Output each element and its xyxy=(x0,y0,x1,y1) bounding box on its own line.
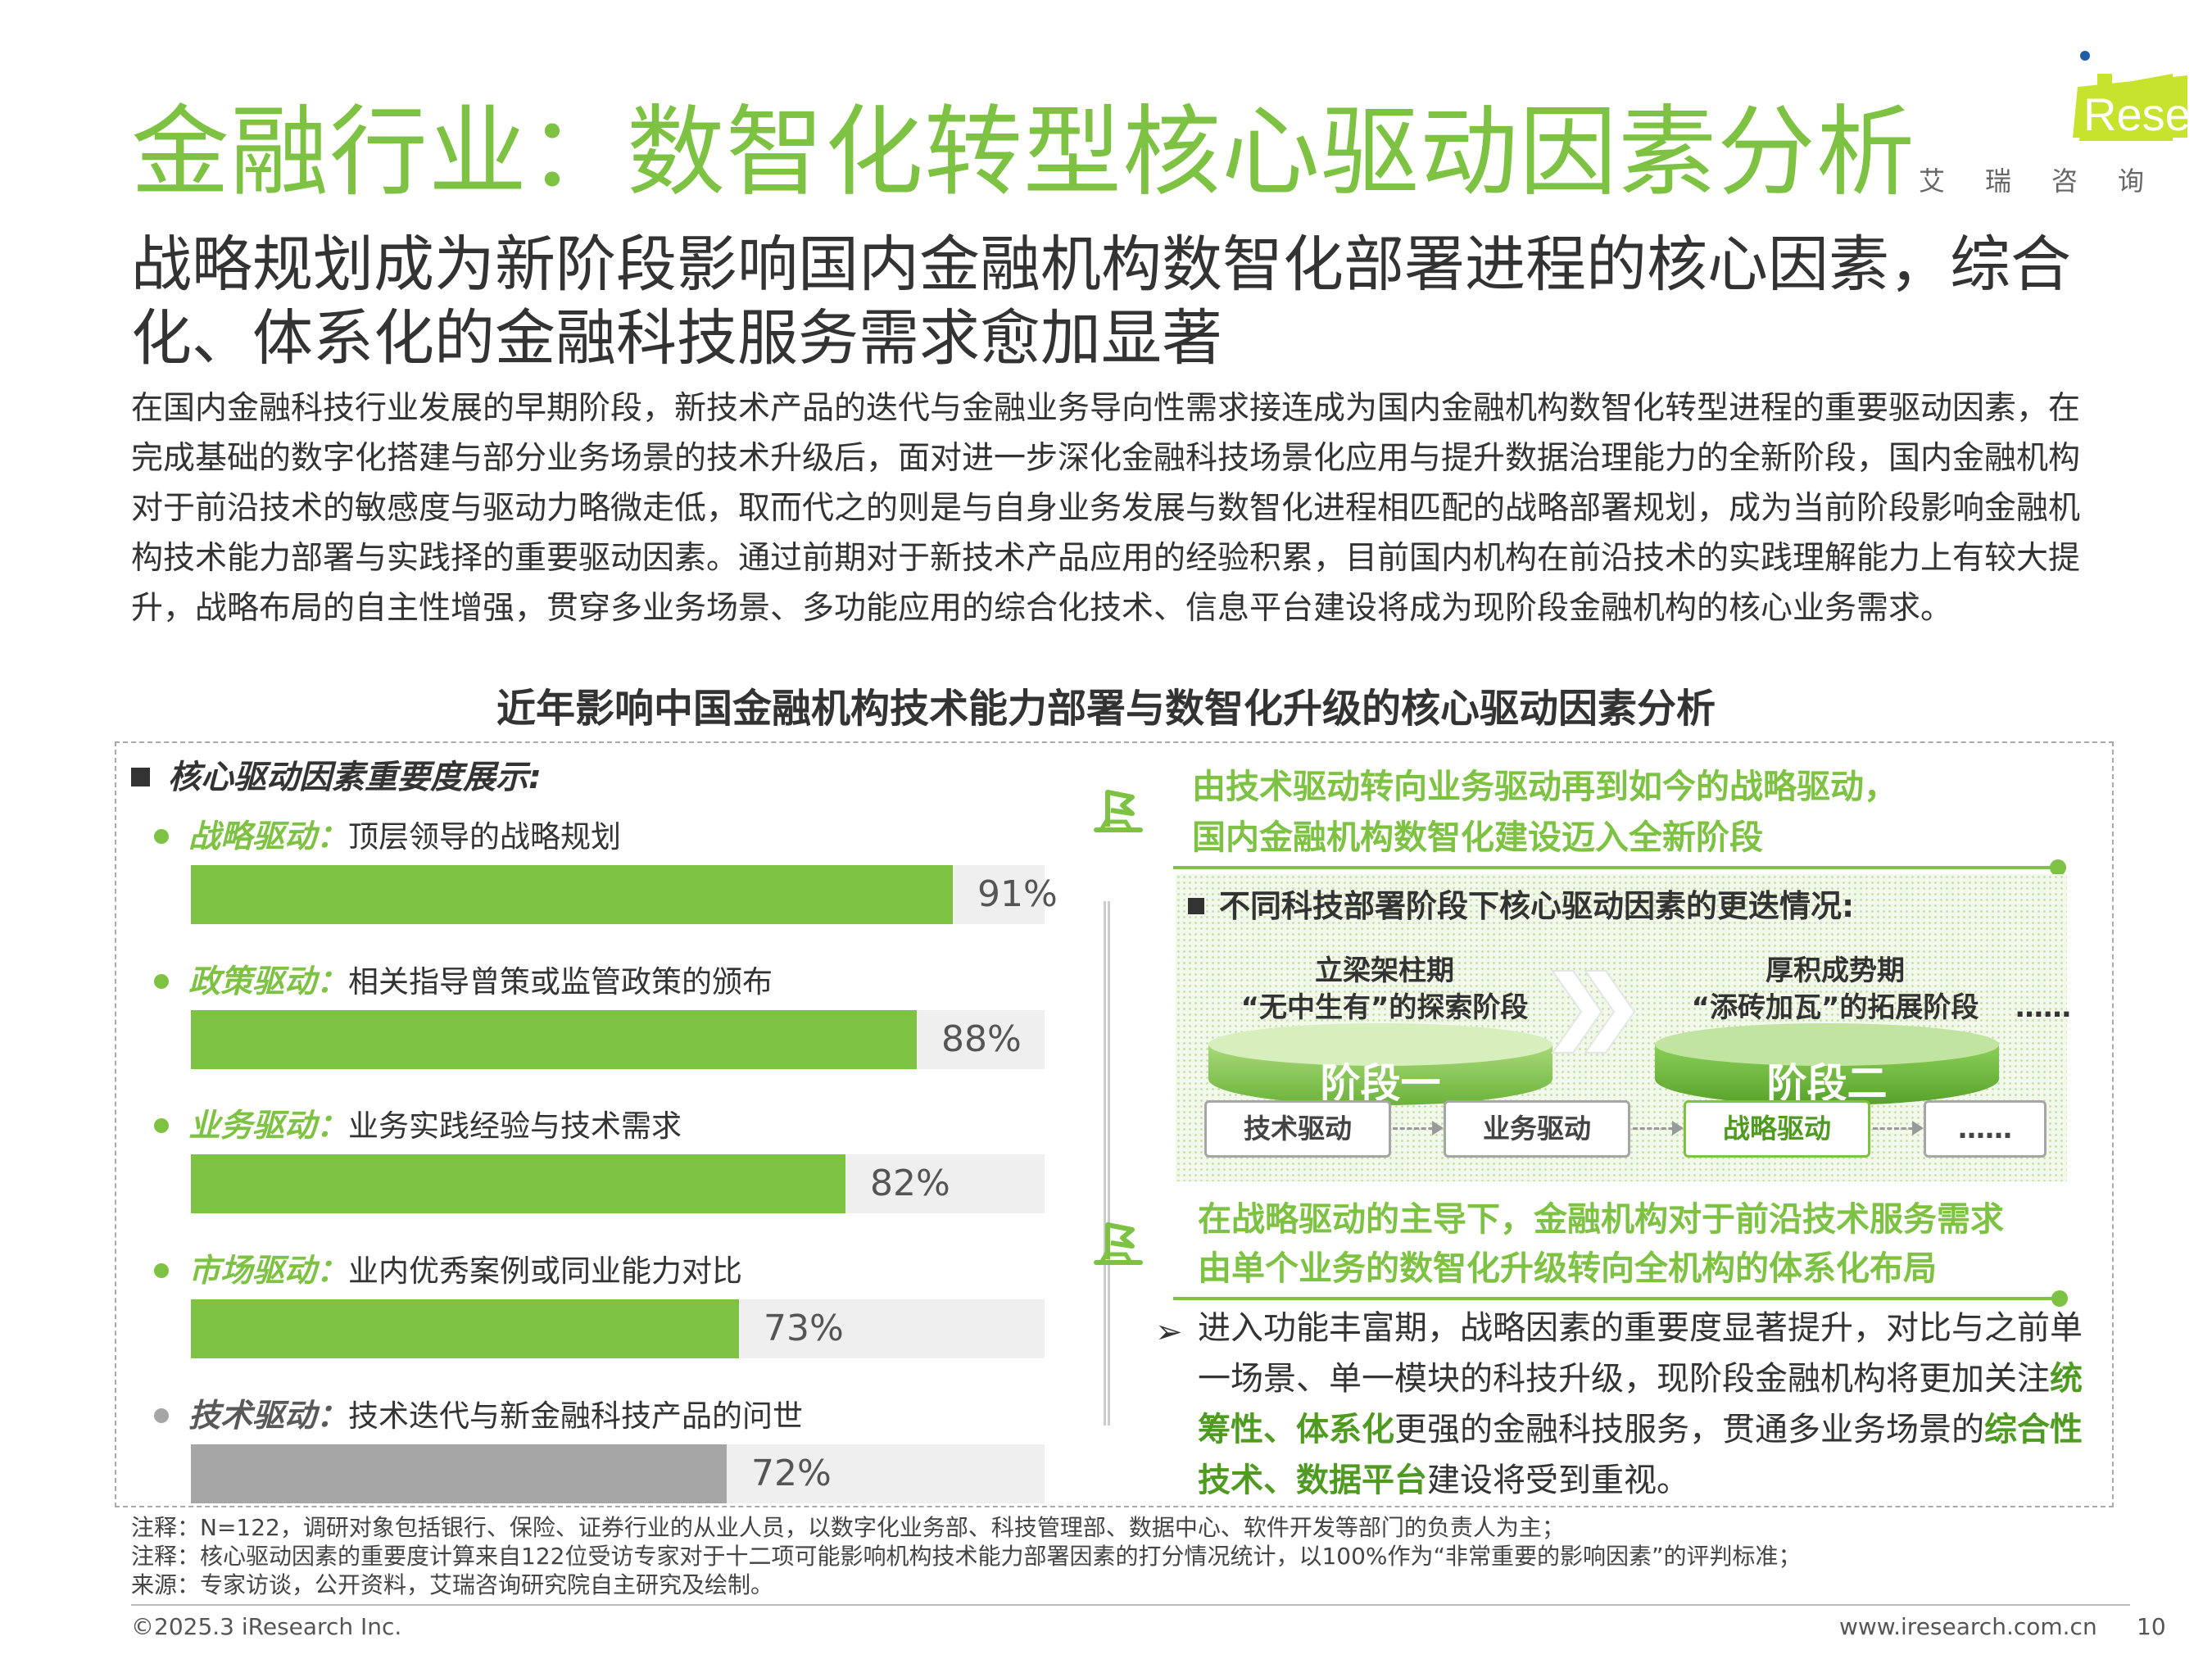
chip-tech-driven: 技术驱动 xyxy=(1204,1100,1391,1158)
footer-divider xyxy=(131,1604,2130,1606)
stage-heading-text: 不同科技部署阶段下核心驱动因素的更迭情况: xyxy=(1219,888,1855,924)
chip-strategy-driven: 战略驱动 xyxy=(1684,1100,1870,1158)
bar-category-description: 技术迭代与新金融科技产品的问世 xyxy=(348,1398,804,1434)
bar-category-label: 业务驱动：业务实践经验与技术需求 xyxy=(154,1105,682,1148)
stage-2-caption-2: “添砖加瓦”的拓展阶段 xyxy=(1691,991,1979,1024)
bar-fill xyxy=(191,1154,845,1213)
bar-fill xyxy=(191,865,953,924)
chart-panel xyxy=(115,741,2114,1507)
column-divider xyxy=(1104,901,1110,1426)
bar-value-label: 82% xyxy=(870,1163,950,1204)
stage-1-caption-2: “无中生有”的探索阶段 xyxy=(1240,991,1529,1024)
bar-fill xyxy=(191,1010,917,1069)
stage-2-caption-1: 厚积成势期 xyxy=(1766,954,1905,987)
flow-arrow xyxy=(1633,1121,1684,1135)
bar-track: 91% xyxy=(191,865,1058,924)
stage-1-caption-1: 立梁架柱期 xyxy=(1315,954,1454,987)
bar-value-label: 73% xyxy=(764,1308,844,1349)
footer-copyright: ©2025.3 iResearch Inc. xyxy=(131,1613,402,1640)
chip-ellipsis: …… xyxy=(1924,1100,2047,1158)
bar-category-description: 业内优秀案例或同业能力对比 xyxy=(348,1253,743,1289)
headline-2-line-2: 由单个业务的数智化升级转向全机构的体系化布局 xyxy=(1198,1249,1937,1288)
bar-track: 72% xyxy=(191,1444,1045,1503)
stage-2-name: 阶段二 xyxy=(1766,1060,1888,1107)
bar-category-name: 战略驱动： xyxy=(188,818,349,855)
bar-category-description: 顶层领导的战略规划 xyxy=(348,819,622,854)
bar-fill xyxy=(191,1299,739,1358)
stage-1-name: 阶段一 xyxy=(1320,1060,1441,1107)
bar-category-label: 战略驱动：顶层领导的战略规划 xyxy=(154,816,621,859)
chip-business-driven: 业务驱动 xyxy=(1444,1100,1630,1158)
bullet-dot-icon xyxy=(154,1118,169,1133)
logo-wordmark: Research xyxy=(2083,88,2212,140)
bar-chart-heading-text: 核心驱动因素重要度展示: xyxy=(168,759,542,796)
bullet-text-part: 建设将受到重视。 xyxy=(1427,1462,1689,1499)
bullet-text-part: 更强的金融科技服务，贯通多业务场景的 xyxy=(1394,1411,1984,1448)
source-note: 来源：专家访谈，公开资料，艾瑞咨询研究院自主研究及绘制。 xyxy=(131,1571,774,1598)
bar-category-label: 市场驱动：业内优秀案例或同业能力对比 xyxy=(154,1250,742,1293)
bar-category-name: 技术驱动： xyxy=(188,1398,349,1435)
bar-category-description: 相关指导曾策或监管政策的颁布 xyxy=(348,964,773,999)
bar-value-label: 72% xyxy=(751,1453,832,1494)
bullet-text-emphasis: 统筹性、体系化 xyxy=(1198,1360,2083,1448)
bullet-paragraph: 进入功能丰富期，战略因素的重要度显著提升，对比与之前单一场景、单一模块的科技升级… xyxy=(1198,1303,2091,1506)
bullet-dot-icon xyxy=(154,1263,169,1278)
bullet-text-part: 进入功能丰富期，战略因素的重要度显著提升，对比与之前单一场景、单一模块的科技升级… xyxy=(1198,1309,2083,1398)
flag-icon xyxy=(1094,790,1143,832)
bullet-dot-icon xyxy=(154,974,169,989)
headline-1-underline xyxy=(1173,859,2066,876)
bar-value-label: 91% xyxy=(977,873,1058,915)
bar-category-name: 政策驱动： xyxy=(188,963,349,1000)
bullet-dot-icon xyxy=(154,1408,169,1423)
bar-track: 82% xyxy=(191,1154,1045,1213)
bar-track: 73% xyxy=(191,1299,1045,1358)
double-chevron-icon xyxy=(1551,970,1636,1054)
page-number: 10 xyxy=(2137,1613,2166,1640)
flag-icon xyxy=(1094,1222,1143,1265)
square-bullet-icon xyxy=(1188,898,1204,914)
note-2: 注释：核心驱动因素的重要度计算来自122位受访专家对于十二项可能影响机构技术能力… xyxy=(131,1543,1802,1570)
flow-arrow xyxy=(1393,1121,1444,1135)
headline-2-underline xyxy=(1173,1290,2068,1307)
intro-paragraph: 在国内金融科技行业发展的早期阶段，新技术产品的迭代与金融业务导向性需求接连成为国… xyxy=(131,390,2081,627)
logo-dot xyxy=(2080,51,2090,61)
headline-1-line-1: 由技术驱动转向业务驱动再到如今的战略驱动， xyxy=(1192,767,1897,806)
chart-title: 近年影响中国金融机构技术能力部署与数智化升级的核心驱动因素分析 xyxy=(496,686,1716,732)
footer-url: www.iresearch.com.cn xyxy=(1839,1613,2097,1640)
page-subtitle: 战略规划成为新阶段影响国内金融机构数智化部署进程的核心因素，综合化、体系化的金融… xyxy=(131,229,2071,374)
square-bullet-icon xyxy=(131,768,150,786)
flow-arrow xyxy=(1873,1121,1924,1135)
note-1: 注释：N=122，调研对象包括银行、保险、证券行业的从业人员，以数字化业务部、科… xyxy=(131,1514,1565,1541)
bar-track: 88% xyxy=(191,1010,1045,1069)
bar-category-label: 政策驱动：相关指导曾策或监管政策的颁布 xyxy=(154,961,773,1004)
bullet-text-emphasis: 综合性技术、数据平台 xyxy=(1198,1411,2083,1499)
stage-heading: 不同科技部署阶段下核心驱动因素的更迭情况: xyxy=(1188,885,1854,927)
logo-chinese: 艾瑞咨询 xyxy=(1919,165,2185,197)
bar-category-name: 业务驱动： xyxy=(188,1108,349,1145)
stage-1-disc: 阶段一 xyxy=(1200,1020,1561,1110)
page-title: 金融行业：数智化转型核心驱动因素分析 xyxy=(131,96,1915,210)
arrow-bullet-icon: ➢ xyxy=(1155,1313,1183,1351)
bar-value-label: 88% xyxy=(941,1018,1022,1060)
bar-chart-heading: 核心驱动因素重要度展示: xyxy=(131,755,542,800)
stage-ellipsis: …… xyxy=(2015,991,2071,1024)
bar-category-name: 市场驱动： xyxy=(188,1253,349,1290)
bar-fill xyxy=(191,1444,727,1503)
bar-category-description: 业务实践经验与技术需求 xyxy=(348,1108,682,1144)
bullet-dot-icon xyxy=(154,829,169,844)
headline-2-line-1: 在战略驱动的主导下，金融机构对于前沿技术服务需求 xyxy=(1198,1199,2004,1239)
headline-1-line-2: 国内金融机构数智化建设迈入全新阶段 xyxy=(1192,818,1763,857)
bar-category-label: 技术驱动：技术迭代与新金融科技产品的问世 xyxy=(154,1395,803,1438)
stage-2-disc: 阶段二 xyxy=(1647,1020,2007,1110)
